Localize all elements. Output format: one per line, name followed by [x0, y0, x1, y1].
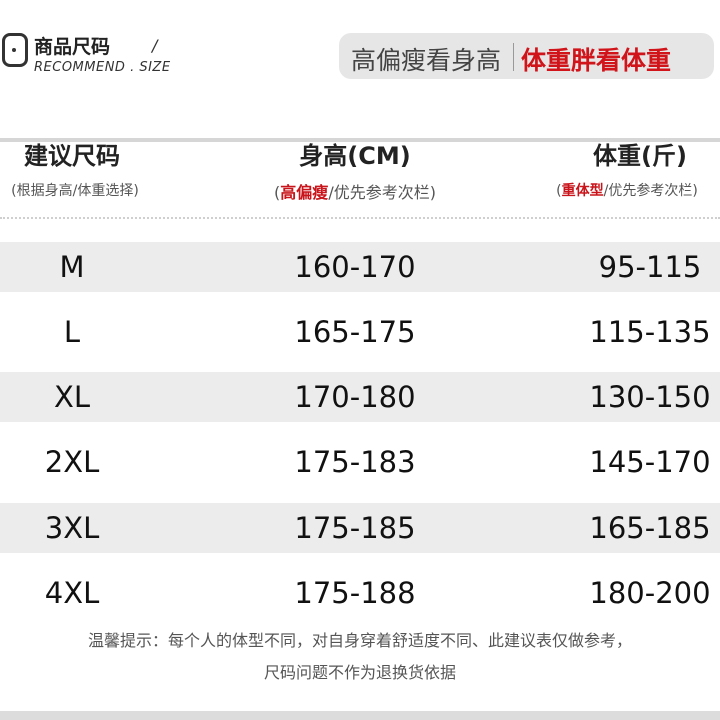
size-cell: XL [53, 380, 91, 414]
table-row: XL 170-180 130-150 [0, 372, 720, 422]
size-cell: L [63, 315, 81, 349]
tip-text: 温馨提示：每个人的体型不同，对自身穿着舒适度不同、此建议表仅做参考， [87, 631, 632, 650]
chat-bubble-icon [2, 33, 28, 67]
section-title: 商品尺码 [34, 36, 111, 58]
weight-cell: 130-150 [589, 380, 711, 414]
size-cell: 4XL [44, 576, 100, 610]
weight-cell: 95-115 [598, 250, 702, 284]
table-row: 4XL 175-188 180-200 [0, 568, 720, 618]
table-row: 3XL 175-185 165-185 [0, 503, 720, 553]
weight-cell: 165-185 [589, 511, 711, 545]
column-header-height: 身高(CM) [299, 142, 411, 170]
section-subtitle: RECOMMEND . SIZE [34, 60, 171, 75]
size-cell: M [59, 250, 85, 284]
guide-banner: 高偏瘦看身高 体重胖看体重 [339, 33, 714, 79]
column-note-size: (根据身高/体重选择) [11, 183, 139, 199]
size-cell: 2XL [44, 445, 100, 479]
weight-cell: 180-200 [589, 576, 711, 610]
size-cell: 3XL [44, 511, 100, 545]
divider [0, 217, 720, 219]
guide-tall-thin: 高偏瘦看身高 [351, 46, 502, 75]
title-slash: / [152, 36, 158, 55]
column-header-weight: 体重(斤) [593, 142, 687, 170]
guide-heavy: 体重胖看体重 [521, 46, 672, 75]
height-cell: 165-175 [294, 315, 416, 349]
weight-cell: 145-170 [589, 445, 711, 479]
column-note-weight: (重体型/优先参考次栏) [556, 183, 698, 199]
table-row: M 160-170 95-115 [0, 242, 720, 292]
height-cell: 175-188 [294, 576, 416, 610]
height-cell: 175-183 [294, 445, 416, 479]
divider [0, 138, 720, 142]
divider [0, 711, 720, 720]
height-cell: 170-180 [294, 380, 416, 414]
table-row: 2XL 175-183 145-170 [0, 437, 720, 487]
weight-cell: 115-135 [589, 315, 711, 349]
height-cell: 175-185 [294, 511, 416, 545]
column-header-size: 建议尺码 [24, 142, 120, 170]
table-row: L 165-175 115-135 [0, 307, 720, 357]
divider [513, 43, 514, 71]
column-note-height: (高偏瘦/优先参考次栏) [274, 183, 436, 202]
height-cell: 160-170 [294, 250, 416, 284]
tip-text-2: 尺码问题不作为退换货依据 [263, 663, 456, 682]
